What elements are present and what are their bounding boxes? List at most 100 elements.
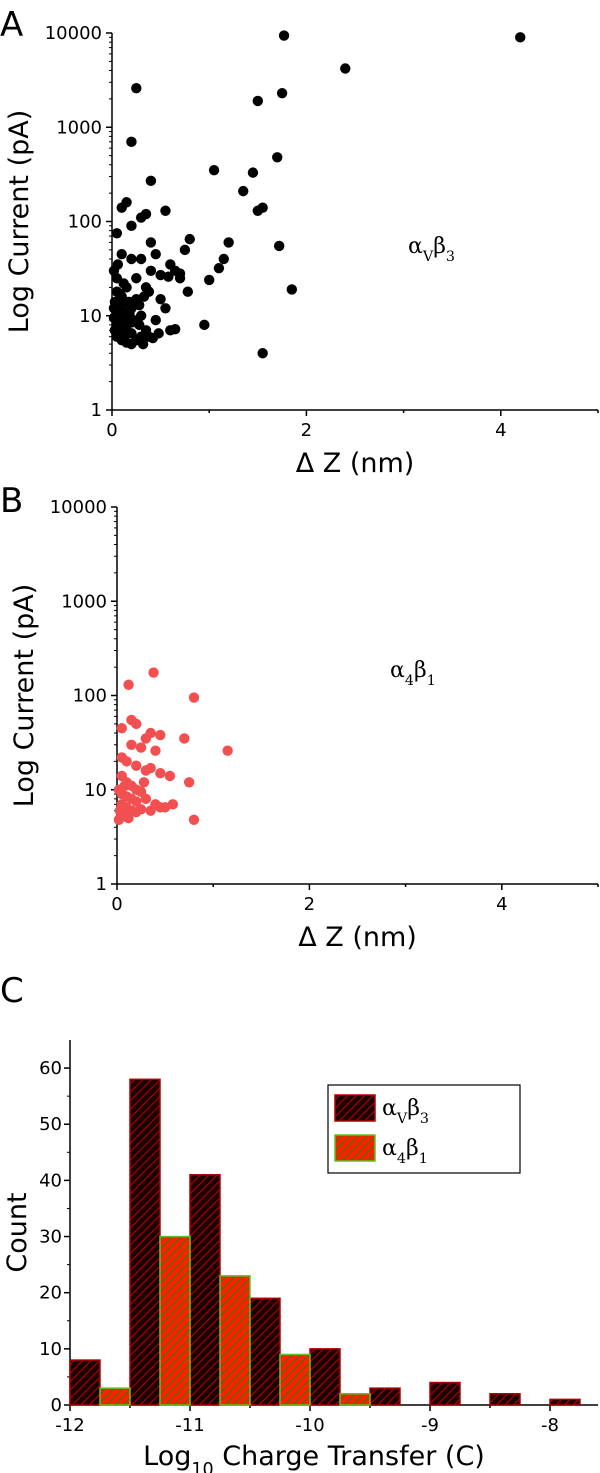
data-point (257, 348, 268, 359)
data-point (160, 205, 171, 216)
x-tick-label: -8 (541, 1415, 559, 1436)
data-point (116, 248, 127, 260)
x-tick-label: -9 (421, 1415, 439, 1436)
legend-label: αVβ3 (382, 1096, 429, 1127)
panel-c-plot: 0 10 20 30 40 50 60 -12 -11 -10 -9 -8 Log10 Charge T… (2, 1040, 598, 1473)
data-point (131, 718, 142, 730)
data-point (208, 165, 220, 176)
data-point (150, 745, 161, 756)
panel-b-plot: 1 10 100 1000 10000 0 2 4 Δ Z (nm) Log Current (p… (9, 497, 599, 953)
y-tick-label: 1 (96, 874, 107, 895)
data-point (121, 756, 132, 767)
data-point (204, 274, 215, 286)
panel-letter-b: B (0, 481, 23, 521)
data-point (124, 296, 135, 308)
bar-avb3 (549, 1398, 581, 1406)
data-point (174, 273, 186, 284)
data-point (150, 314, 161, 326)
x-tick-label: -10 (295, 1415, 324, 1436)
data-point (213, 262, 225, 274)
x-tick-label: -12 (55, 1415, 84, 1436)
data-point (131, 796, 142, 807)
legend-swatch (334, 1134, 376, 1162)
data-point (112, 317, 124, 328)
data-point (135, 310, 147, 321)
bar-avb3 (129, 1078, 161, 1406)
panel-c: C 0 10 20 30 40 50 60 -12 -11 -10 -9 -8 Log10 Charge… (0, 971, 598, 1473)
data-point (286, 284, 298, 295)
data-point (160, 303, 171, 314)
data-point (252, 95, 263, 107)
data-point (134, 299, 145, 311)
data-point (138, 777, 150, 788)
bar-avb3 (489, 1393, 521, 1406)
y-tick-label: 1000 (56, 117, 102, 138)
data-point (140, 733, 152, 744)
data-point (135, 804, 147, 815)
data-point (276, 87, 288, 99)
y-tick-label: 0 (51, 1395, 62, 1416)
data-point (135, 253, 147, 265)
data-point (118, 278, 129, 289)
data-point (272, 152, 283, 163)
bar-a4b1 (159, 1235, 191, 1406)
data-point (131, 82, 142, 94)
bar-a4b1 (99, 1387, 131, 1406)
data-point (118, 331, 129, 342)
y-tick-label: 1 (91, 400, 102, 421)
x-tick-label: 2 (301, 420, 312, 441)
x-tick-label: 4 (496, 894, 507, 915)
data-point (114, 288, 125, 300)
data-point (167, 799, 178, 810)
bar-a4b1 (339, 1393, 371, 1406)
data-point (145, 175, 157, 187)
bar-avb3 (429, 1381, 461, 1406)
bar-avb3 (69, 1359, 101, 1406)
panel-b: B 1 10 100 1000 10000 0 2 4 Δ Z (nm) Log Current … (0, 481, 599, 953)
bar-a4b1 (279, 1353, 311, 1406)
y-tick-label: 1000 (61, 591, 107, 612)
data-point (126, 220, 137, 232)
data-point (112, 259, 124, 270)
y-tick-label: 40 (39, 1170, 62, 1191)
panel-letter-c: C (0, 971, 24, 1011)
legend-swatch (334, 1094, 376, 1122)
data-point (155, 269, 166, 281)
data-point (179, 244, 191, 256)
data-point (155, 293, 166, 305)
x-axis-label: Δ Z (nm) (296, 448, 415, 479)
y-tick-label: 100 (68, 212, 102, 233)
x-tick-label: 2 (304, 894, 315, 915)
data-point (126, 253, 137, 265)
data-point (273, 240, 285, 252)
data-point (199, 319, 210, 331)
annotation-label: α4β1 (390, 658, 436, 689)
data-point (123, 679, 134, 690)
y-tick-label: 100 (73, 686, 107, 707)
data-point (140, 208, 152, 220)
data-point (150, 248, 161, 260)
data-point (179, 733, 190, 744)
data-point (131, 273, 142, 284)
y-tick-label: 10 (79, 306, 102, 327)
data-point (169, 323, 181, 335)
data-point (143, 286, 155, 297)
bar-avb3 (369, 1387, 401, 1406)
y-axis-label: Count (2, 1192, 33, 1272)
data-point (183, 777, 195, 788)
data-point (238, 185, 249, 197)
y-tick-label: 50 (39, 1114, 62, 1135)
x-tick-label: 0 (111, 894, 122, 915)
data-point (188, 692, 200, 703)
y-tick-label: 60 (39, 1058, 62, 1079)
y-tick-label: 10000 (45, 23, 102, 44)
bar-avb3 (249, 1297, 281, 1406)
data-point (164, 770, 176, 782)
data-point (137, 338, 149, 350)
data-point (223, 237, 234, 248)
x-axis-label: Log10 Charge Transfer (C) (143, 1441, 485, 1473)
data-point (109, 296, 121, 308)
data-point (113, 814, 125, 825)
data-point (184, 233, 195, 245)
data-point (155, 729, 166, 741)
